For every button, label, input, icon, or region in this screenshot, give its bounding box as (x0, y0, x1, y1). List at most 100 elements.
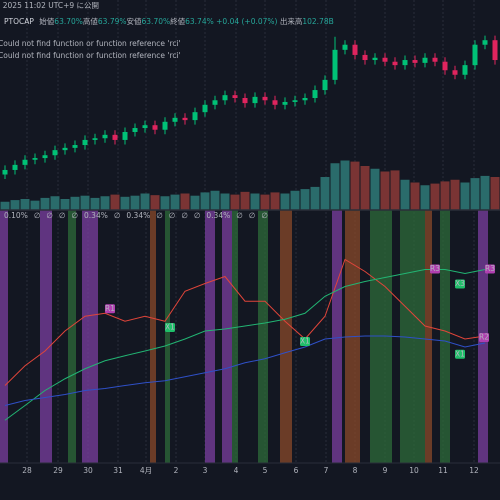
signal-band (232, 210, 238, 463)
candle-body (182, 117, 188, 121)
status-value: 0.34% (206, 211, 230, 220)
ohlc-label: 始値 (39, 16, 54, 26)
candle-body (392, 61, 398, 66)
volume-bar (280, 193, 290, 210)
published: , 2025 11:02 UTC+9 に公開 (0, 1, 99, 10)
error: Could not find function or function refe… (0, 51, 181, 60)
status-value: 0.34% (126, 211, 150, 220)
x-tick-label: 6 (294, 466, 299, 475)
signal-band (82, 210, 98, 463)
candle-body (442, 61, 448, 71)
signal-band (40, 210, 52, 463)
status-value: ∅ (261, 211, 268, 220)
volume-bar (220, 193, 230, 210)
candle-body (492, 40, 498, 61)
volume-label: 出来高 (280, 16, 303, 26)
candle-body (312, 90, 318, 98)
volume-bar (190, 195, 200, 210)
volume-bar (140, 193, 150, 210)
candle-body (432, 57, 438, 62)
signal-band (258, 210, 268, 463)
candle-body (262, 96, 268, 101)
candle-body (232, 95, 238, 98)
signal-marker (455, 349, 465, 359)
signal-label: X1 (165, 323, 175, 332)
symbol: PTOCAP (4, 17, 34, 26)
x-tick-label: 7 (324, 466, 329, 475)
signal-marker (479, 333, 489, 342)
volume-bar (80, 195, 90, 210)
candle-body (172, 117, 178, 122)
candle-body (252, 96, 258, 104)
candle-body (92, 138, 98, 140)
volume-bar (120, 196, 130, 210)
candle-body (132, 128, 138, 132)
volume-bar (290, 190, 300, 210)
volume-bar (350, 161, 360, 210)
candle-body (382, 57, 388, 62)
volume-bar (230, 194, 240, 210)
signal-band (68, 210, 76, 463)
volume-bar (250, 193, 260, 210)
volume-bar (310, 186, 320, 210)
status-value: ∅ (59, 211, 66, 220)
signal-marker (300, 337, 310, 346)
candle-body (322, 79, 328, 91)
volume-bar (440, 181, 450, 210)
candle-body (62, 147, 68, 151)
volume-bar (490, 177, 500, 210)
volume-bar (450, 179, 460, 210)
candle-body (212, 100, 218, 105)
signal-band (205, 210, 215, 463)
signal-marker (485, 264, 495, 274)
candle-body (342, 44, 348, 50)
candle-body (32, 158, 38, 160)
error: Could not find function or function refe… (0, 39, 181, 48)
signal-label: R3 (485, 264, 495, 273)
x-tick-label: 4 (234, 466, 239, 475)
x-tick-label: 30 (83, 466, 93, 475)
volume-bar (430, 183, 440, 210)
candle-body (352, 44, 358, 55)
volume-bar (240, 191, 250, 210)
candle-body (152, 125, 158, 130)
x-tick-label: 3 (203, 466, 208, 475)
volume-bar (390, 170, 400, 210)
volume-bar (330, 163, 340, 210)
volume: 102.78B (302, 17, 333, 26)
x-tick-label: 12 (469, 466, 479, 475)
candle-body (412, 60, 418, 63)
x-tick-label: 2 (174, 466, 179, 475)
volume-bar (270, 192, 280, 210)
indicator-line (4, 258, 486, 386)
signal-marker (455, 279, 465, 289)
signal-marker (165, 323, 175, 332)
volume-bar (180, 193, 190, 210)
candle-body (192, 112, 198, 121)
indicator-line (4, 335, 486, 406)
status-value: ∅ (71, 211, 78, 220)
candle-body (222, 95, 228, 101)
ohlc-value: 63.79% (98, 17, 127, 26)
candle-body (372, 57, 378, 61)
ohlc-label: 終値 (170, 16, 185, 26)
volume-bar (480, 175, 490, 210)
signal-marker (430, 264, 440, 274)
volume-bar (100, 196, 110, 210)
signal-band (280, 210, 292, 463)
signal-label: X1 (300, 337, 310, 346)
candle-body (472, 44, 478, 66)
volume-bar (360, 166, 370, 210)
legend-line: PTOCAP 始値63.70%高値63.79%安値63.70%終値63.74% … (4, 16, 334, 26)
candle-body (282, 101, 288, 105)
signal-band (222, 210, 232, 463)
volume-bar (260, 194, 270, 210)
candle-body (302, 98, 308, 101)
candle-body (22, 159, 28, 165)
volume-bar (0, 201, 10, 210)
candle-body (102, 134, 108, 139)
volume-bar (300, 189, 310, 210)
status-value: ∅ (236, 211, 243, 220)
status-value: ∅ (194, 211, 201, 220)
